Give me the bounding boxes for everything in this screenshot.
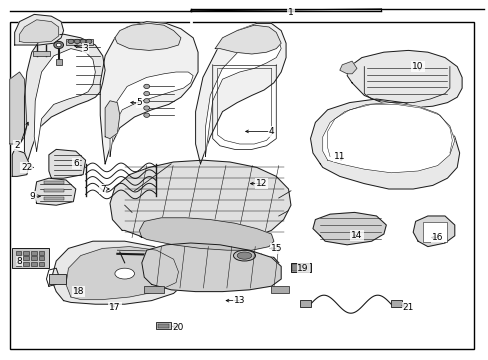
Polygon shape [205,36,281,157]
Polygon shape [10,72,27,144]
Text: 14: 14 [350,231,362,240]
Text: 15: 15 [270,244,282,253]
Text: 1: 1 [287,8,293,17]
Bar [23,256,29,260]
Text: 10: 10 [411,62,423,71]
Circle shape [68,39,74,44]
Text: 7: 7 [100,185,105,194]
Text: 17: 17 [109,303,121,312]
Circle shape [56,43,61,47]
Bar [144,286,163,293]
Polygon shape [51,241,183,304]
Bar [16,251,21,255]
Bar [158,324,168,328]
Text: 8: 8 [17,256,22,266]
Polygon shape [322,103,454,173]
Polygon shape [110,160,290,245]
Bar [290,263,310,272]
Polygon shape [412,216,454,247]
Bar [16,256,21,260]
Polygon shape [15,14,63,45]
Polygon shape [115,23,181,50]
Circle shape [143,106,149,110]
Polygon shape [139,218,273,250]
Polygon shape [215,25,281,54]
Bar [422,222,447,242]
Circle shape [54,41,63,49]
Circle shape [74,39,80,44]
Bar [39,251,44,255]
Circle shape [143,91,149,96]
Text: 2: 2 [14,141,20,150]
Polygon shape [12,149,29,176]
Polygon shape [34,49,95,151]
Bar [39,262,44,266]
Bar [44,189,63,192]
Text: 22: 22 [21,163,33,172]
Polygon shape [142,243,281,292]
Text: 21: 21 [402,303,413,312]
Bar [271,286,288,293]
Bar [23,262,29,266]
Polygon shape [339,61,356,74]
Polygon shape [100,22,198,164]
Bar [39,256,44,260]
Text: 12: 12 [255,179,267,188]
Polygon shape [24,34,105,164]
Polygon shape [66,247,178,300]
Polygon shape [49,149,85,178]
Text: 4: 4 [268,127,274,136]
Bar [16,262,21,266]
Bar [156,322,171,329]
Bar [31,256,37,260]
Text: 16: 16 [431,233,443,242]
Bar [44,197,63,200]
Text: 19: 19 [297,264,308,273]
Bar [44,181,63,184]
Text: 6: 6 [73,159,79,168]
Polygon shape [34,178,76,205]
Circle shape [143,84,149,89]
Bar [66,39,93,45]
Circle shape [143,99,149,103]
Text: 9: 9 [29,192,35,201]
Circle shape [86,39,92,44]
Text: 11: 11 [333,152,345,161]
Polygon shape [110,72,193,157]
Bar [33,51,50,56]
Polygon shape [346,50,461,108]
Bar [31,251,37,255]
Text: 18: 18 [72,287,84,296]
Text: 13: 13 [233,296,245,305]
Bar [31,262,37,266]
Ellipse shape [115,268,134,279]
Text: 5: 5 [136,98,142,107]
Polygon shape [195,23,285,164]
Circle shape [80,39,86,44]
Bar [300,300,310,307]
Text: 3: 3 [82,44,88,53]
Bar [49,274,66,284]
Polygon shape [310,99,459,189]
Bar [12,248,49,268]
Ellipse shape [233,250,255,261]
Bar [23,251,29,255]
Text: 20: 20 [172,323,184,332]
Bar [390,300,401,307]
Circle shape [143,113,149,117]
Polygon shape [105,101,120,139]
Bar [292,264,308,271]
Polygon shape [312,212,386,245]
Polygon shape [20,20,59,42]
Ellipse shape [237,252,251,259]
Bar [56,59,62,65]
